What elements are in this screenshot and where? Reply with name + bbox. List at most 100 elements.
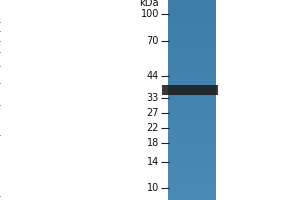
- Bar: [168, 17, 216, 18]
- Bar: [168, 46, 216, 47]
- Bar: [168, 44, 216, 45]
- Bar: [168, 42, 216, 43]
- Bar: [168, 3, 216, 4]
- Bar: [168, 186, 216, 187]
- Bar: [168, 88, 216, 89]
- Bar: [168, 139, 216, 140]
- Bar: [168, 142, 216, 143]
- Bar: [168, 172, 216, 173]
- Bar: [168, 112, 216, 113]
- Text: 18: 18: [147, 138, 159, 148]
- Bar: [168, 150, 216, 151]
- Bar: [168, 123, 216, 124]
- Bar: [168, 54, 216, 55]
- Text: 14: 14: [147, 157, 159, 167]
- Bar: [168, 49, 216, 50]
- Bar: [168, 104, 216, 105]
- Bar: [168, 64, 216, 65]
- Bar: [168, 96, 216, 97]
- Bar: [168, 190, 216, 191]
- Bar: [168, 195, 216, 196]
- Bar: [168, 160, 216, 161]
- Bar: [168, 66, 216, 67]
- Bar: [168, 169, 216, 170]
- Text: 22: 22: [146, 123, 159, 133]
- Bar: [168, 135, 216, 136]
- Bar: [168, 188, 216, 189]
- Bar: [168, 199, 216, 200]
- Bar: [168, 170, 216, 171]
- Bar: [168, 102, 216, 103]
- Bar: [168, 122, 216, 123]
- Bar: [168, 158, 216, 159]
- Bar: [168, 31, 216, 32]
- Bar: [168, 8, 216, 9]
- Text: 33: 33: [147, 93, 159, 103]
- Bar: [168, 180, 216, 181]
- Bar: [168, 14, 216, 15]
- Bar: [168, 132, 216, 133]
- Bar: [168, 114, 216, 115]
- Bar: [168, 19, 216, 20]
- Bar: [168, 36, 216, 37]
- Text: 100: 100: [141, 9, 159, 19]
- Bar: [168, 56, 216, 57]
- Bar: [168, 146, 216, 147]
- Bar: [168, 140, 216, 141]
- Bar: [168, 136, 216, 137]
- Bar: [168, 98, 216, 99]
- Bar: [168, 124, 216, 125]
- Bar: [168, 78, 216, 79]
- Bar: [168, 115, 216, 116]
- Bar: [168, 39, 216, 40]
- Bar: [168, 108, 216, 109]
- Bar: [168, 11, 216, 12]
- Bar: [168, 120, 216, 121]
- Bar: [168, 29, 216, 30]
- Bar: [168, 107, 216, 108]
- Bar: [168, 13, 216, 14]
- Bar: [168, 125, 216, 126]
- Bar: [168, 48, 216, 49]
- Bar: [168, 193, 216, 194]
- Bar: [168, 1, 216, 2]
- Bar: [168, 130, 216, 131]
- Bar: [168, 51, 216, 52]
- Bar: [168, 23, 216, 24]
- Bar: [168, 61, 216, 62]
- Bar: [168, 147, 216, 148]
- Bar: [168, 171, 216, 172]
- Bar: [168, 58, 216, 59]
- Bar: [168, 71, 216, 72]
- Bar: [168, 92, 216, 93]
- Bar: [168, 18, 216, 19]
- Bar: [168, 117, 216, 118]
- Bar: [168, 90, 216, 91]
- Bar: [168, 79, 216, 80]
- Bar: [168, 21, 216, 22]
- Bar: [168, 183, 216, 184]
- Bar: [168, 110, 216, 111]
- Bar: [168, 53, 216, 54]
- Bar: [168, 126, 216, 127]
- Bar: [168, 72, 216, 73]
- Bar: [168, 196, 216, 197]
- Bar: [168, 34, 216, 35]
- Bar: [168, 28, 216, 29]
- Bar: [168, 148, 216, 149]
- Bar: [168, 2, 216, 3]
- Bar: [168, 60, 216, 61]
- Bar: [168, 194, 216, 195]
- Bar: [168, 182, 216, 183]
- Bar: [168, 113, 216, 114]
- Bar: [168, 151, 216, 152]
- Bar: [168, 109, 216, 110]
- Bar: [168, 68, 216, 69]
- Bar: [168, 162, 216, 163]
- Bar: [168, 5, 216, 6]
- Bar: [168, 128, 216, 129]
- Bar: [168, 82, 216, 83]
- Bar: [168, 157, 216, 158]
- Bar: [168, 38, 216, 39]
- Bar: [168, 174, 216, 175]
